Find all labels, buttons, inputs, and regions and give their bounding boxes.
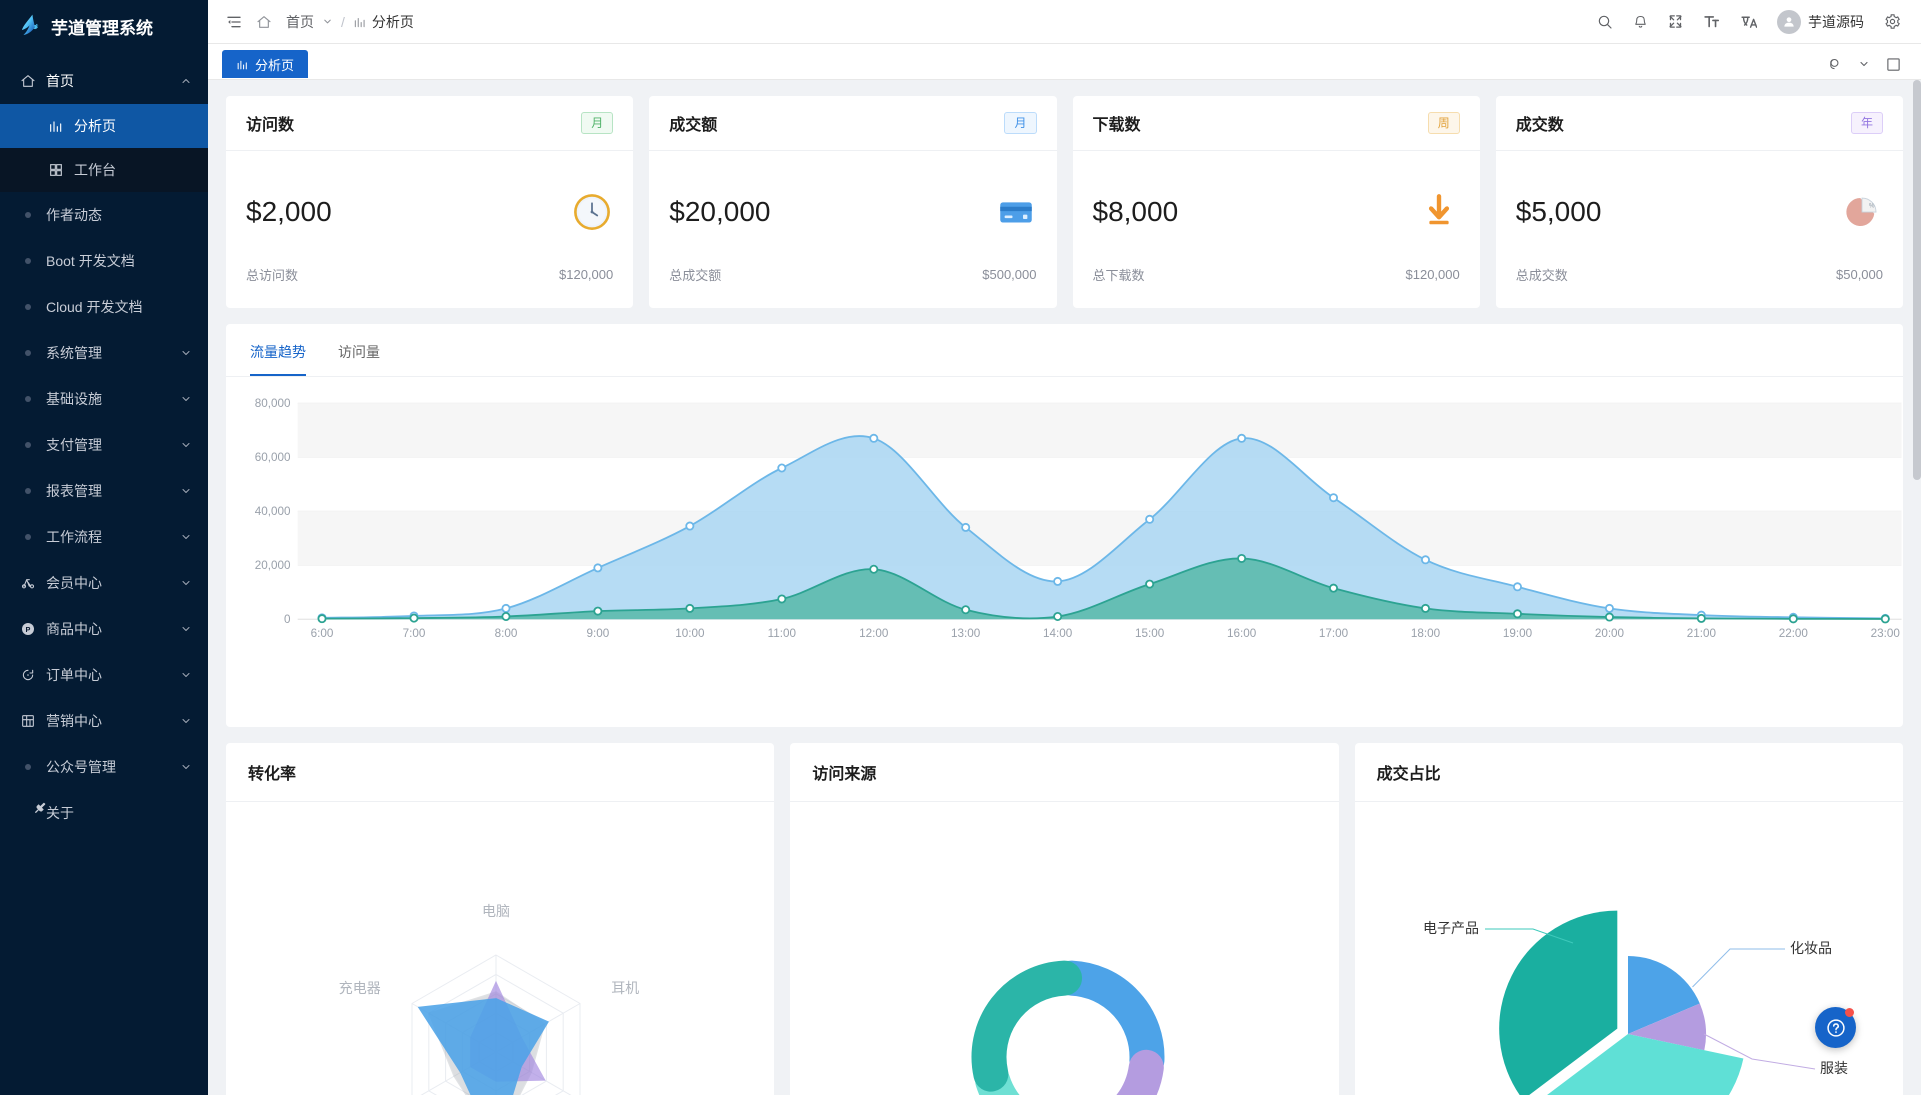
svg-text:服装: 服装 [1820,1060,1848,1076]
svg-text:21:00: 21:00 [1687,627,1717,640]
svg-text:60,000: 60,000 [255,451,291,464]
svg-text:40,000: 40,000 [255,505,291,518]
svg-text:16:00: 16:00 [1227,627,1257,640]
svg-text:12:00: 12:00 [859,627,889,640]
svg-text:充电器: 充电器 [339,980,381,996]
svg-text:P: P [26,625,31,634]
svg-text:18:00: 18:00 [1411,627,1441,640]
svg-text:%: % [1869,203,1875,210]
svg-text:20,000: 20,000 [255,559,291,572]
svg-text:10:00: 10:00 [675,627,705,640]
svg-text:11:00: 11:00 [768,627,797,640]
svg-text:化妆品: 化妆品 [1790,940,1832,956]
svg-text:9:00: 9:00 [586,627,609,640]
svg-text:电子产品: 电子产品 [1423,920,1479,936]
svg-text:19:00: 19:00 [1503,627,1533,640]
svg-text:耳机: 耳机 [611,980,639,996]
svg-text:22:00: 22:00 [1779,627,1809,640]
svg-text:23:00: 23:00 [1871,627,1901,640]
svg-text:13:00: 13:00 [951,627,981,640]
svg-text:电脑: 电脑 [482,903,510,919]
svg-text:8:00: 8:00 [495,627,518,640]
svg-text:17:00: 17:00 [1319,627,1349,640]
svg-text:7:00: 7:00 [403,627,426,640]
svg-text:20:00: 20:00 [1595,627,1625,640]
svg-text:14:00: 14:00 [1043,627,1073,640]
svg-text:15:00: 15:00 [1135,627,1165,640]
svg-text:80,000: 80,000 [255,397,291,410]
svg-text:6:00: 6:00 [311,627,334,640]
svg-text:0: 0 [284,613,291,626]
